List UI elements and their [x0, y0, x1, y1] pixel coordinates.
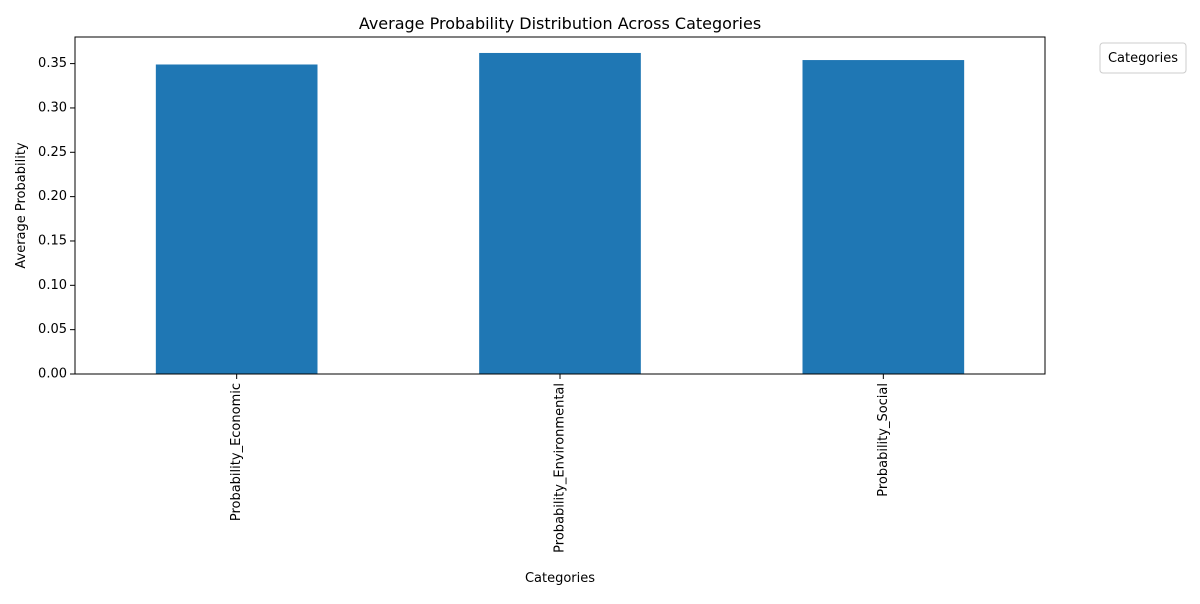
- y-tick-label: 0.15: [38, 233, 67, 248]
- bar-Probability_Economic: [155, 64, 318, 375]
- x-tick-label: Probability_Environmental: [553, 383, 568, 553]
- ticks-layer: Probability_Economic Probability_Environm…: [38, 56, 891, 553]
- x-tick-label: Probability_Economic: [229, 383, 244, 521]
- legend-box: [1099, 42, 1187, 74]
- bar-Probability_Social: [802, 60, 965, 375]
- bar-Probability_Environmental: [479, 52, 641, 374]
- y-tick-label: 0.10: [38, 278, 67, 293]
- legend-title: Categories: [1108, 51, 1178, 66]
- y-tick-label: 0.30: [38, 100, 67, 115]
- y-tick-label: 0.20: [38, 189, 67, 204]
- y-tick-label: 0.05: [38, 322, 67, 337]
- x-tick-label: Probability_Social: [876, 383, 891, 497]
- bars-layer: [155, 52, 965, 375]
- chart-title: Average Probability Distribution Across …: [359, 14, 761, 33]
- y-axis-label: Average Probability: [14, 142, 29, 269]
- plot-frame: [74, 36, 1046, 375]
- legend: Categories: [1099, 42, 1187, 74]
- y-tick-label: 0.25: [38, 145, 67, 160]
- y-tick-label: 0.35: [38, 56, 67, 71]
- y-tick-label: 0.00: [38, 367, 67, 382]
- x-axis-label: Categories: [525, 571, 595, 586]
